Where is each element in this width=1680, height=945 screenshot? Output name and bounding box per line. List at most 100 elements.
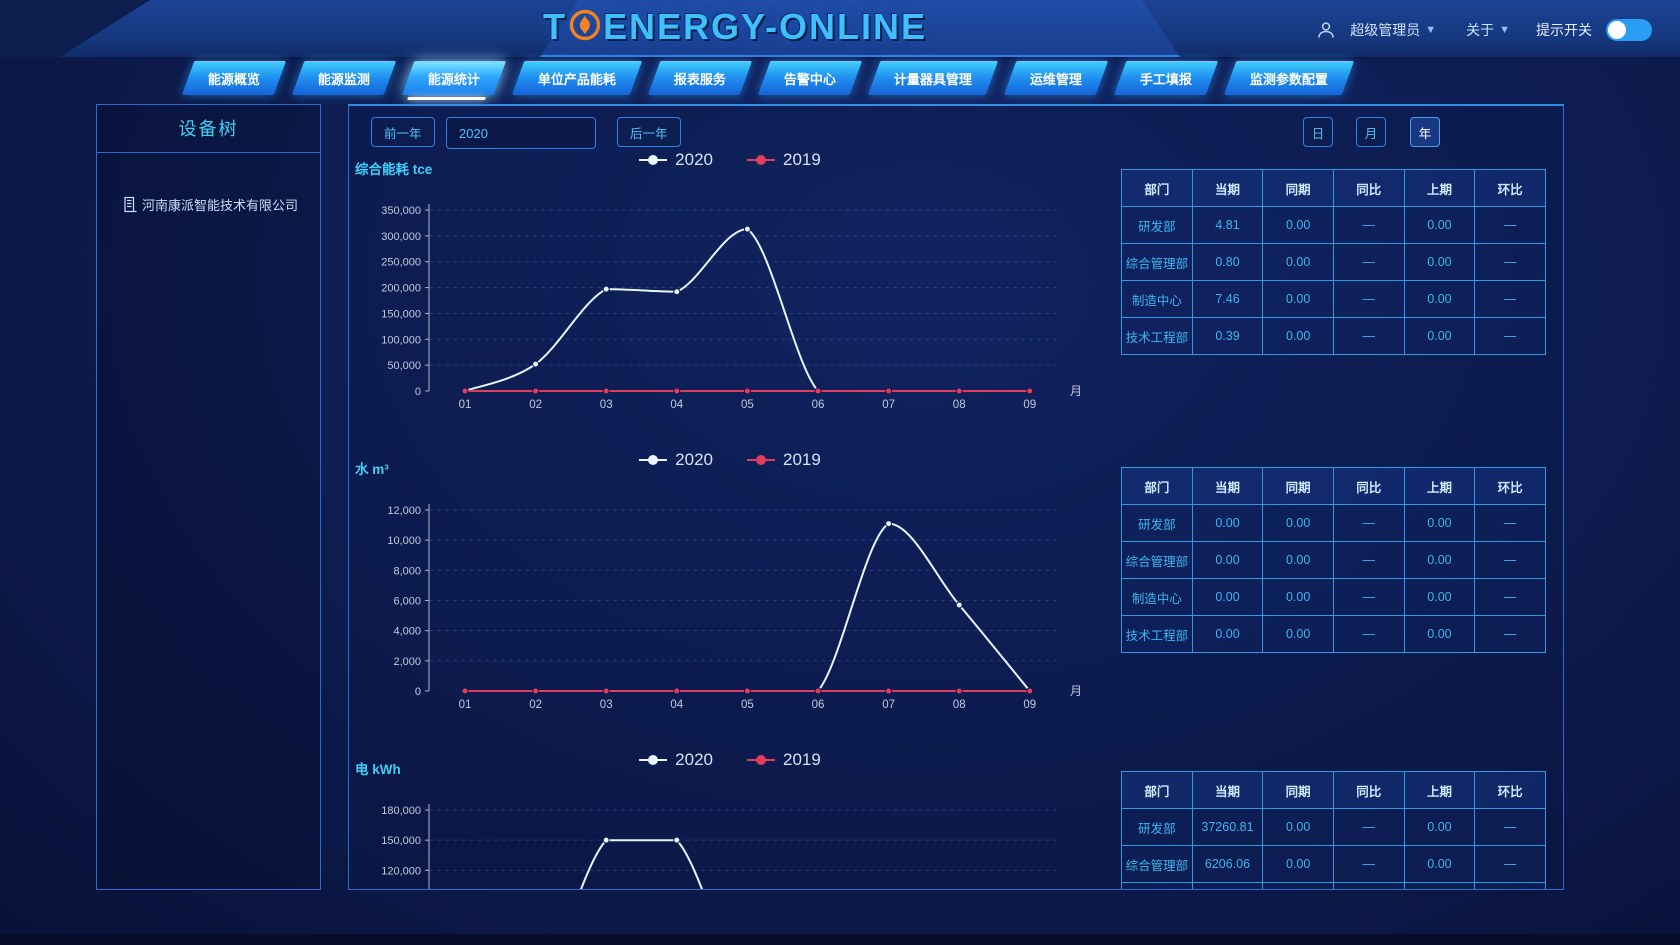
svg-text:09: 09 [1023, 399, 1036, 411]
svg-text:04: 04 [670, 399, 683, 411]
range-year-button[interactable]: 年 [1410, 117, 1440, 147]
svg-text:月: 月 [1070, 384, 1082, 398]
tree-item-label: 河南康派智能技术有限公司 [142, 198, 299, 213]
nav-tab-1[interactable]: 能源概览 [181, 61, 287, 95]
table-cell: — [1332, 206, 1405, 244]
legend-marker [747, 755, 775, 765]
table-cell: — [1474, 280, 1546, 318]
about-menu[interactable]: 关于 ▼ [1466, 20, 1510, 40]
next-year-button[interactable]: 后一年 [617, 117, 681, 147]
legend-item-2020[interactable]: 2020 [639, 450, 713, 470]
toggle-knob [1608, 20, 1626, 39]
table-cell: — [1332, 578, 1405, 616]
svg-text:03: 03 [600, 399, 613, 411]
year-input[interactable] [446, 117, 596, 149]
svg-text:10,000: 10,000 [387, 535, 421, 547]
table-cell [1121, 882, 1193, 889]
building-icon [123, 196, 138, 213]
chart-title-electricity: 电 kWh [355, 762, 401, 777]
nav-tab-2[interactable]: 能源监测 [291, 61, 397, 95]
table-header-cell: 当期 [1191, 467, 1264, 505]
nav-tab-label: 监测参数配置 [1249, 72, 1328, 87]
table-cell: 0.00 [1262, 541, 1334, 579]
flame-icon [568, 9, 602, 46]
legend-item-2019[interactable]: 2019 [747, 450, 821, 470]
legend-item-2020[interactable]: 2020 [639, 150, 713, 170]
svg-text:0: 0 [415, 386, 421, 398]
nav-tab-3[interactable]: 能源统计 [401, 61, 507, 95]
table-cell: 研发部 [1121, 206, 1193, 244]
table-row: 技术工程部 0.00 0.00—0.00— [1121, 615, 1546, 653]
legend-marker [747, 455, 775, 465]
svg-text:8,000: 8,000 [393, 565, 421, 577]
table-row: 研发部 4.81 0.00—0.00— [1121, 206, 1546, 244]
tree-item-company[interactable]: 河南康派智能技术有限公司 [123, 195, 320, 214]
table-cell: — [1474, 578, 1546, 616]
nav-tab-label: 运维管理 [1029, 72, 1082, 87]
table-cell: — [1332, 243, 1405, 281]
legend-item-2020[interactable]: 2020 [639, 750, 713, 770]
table-header-cell: 部门 [1121, 467, 1193, 505]
table-row: 制造中心 7.46 0.00—0.00— [1121, 280, 1546, 318]
legend-item-2019[interactable]: 2019 [747, 750, 821, 770]
table-cell: — [1332, 504, 1405, 542]
nav-tab-9[interactable]: 手工填报 [1113, 61, 1219, 95]
nav-tab-8[interactable]: 运维管理 [1003, 61, 1109, 95]
device-tree-title: 设备树 [97, 105, 320, 153]
table-cell [1262, 882, 1334, 889]
svg-text:250,000: 250,000 [381, 257, 421, 269]
nav-tab-label: 报表服务 [673, 72, 726, 87]
line-chart-electricity: 030,00060,00090,000120,000150,000180,000… [351, 790, 1113, 889]
svg-text:150,000: 150,000 [381, 835, 421, 847]
legend-item-2019[interactable]: 2019 [747, 150, 821, 170]
prev-year-button[interactable]: 前一年 [371, 117, 435, 147]
footer-strip [0, 934, 1680, 945]
table-cell: — [1332, 280, 1405, 318]
table-cell [1474, 882, 1546, 889]
nav-tab-10[interactable]: 监测参数配置 [1223, 61, 1355, 95]
table-header-cell: 部门 [1121, 169, 1193, 207]
legend-label: 2020 [675, 750, 713, 769]
nav-tab-label: 手工填报 [1139, 72, 1192, 87]
table-header-cell: 环比 [1474, 467, 1546, 505]
content-panel: 前一年 后一年 日 月 年 综合能耗 tce 2020 2019 0 50,000 1… [348, 104, 1564, 890]
data-table-electricity: 部门 当期 同期 同比 上期 环比 研发部 37260.81 0.00—0.00— 综合管理部 62… [1121, 771, 1546, 889]
tip-toggle-switch[interactable] [1606, 18, 1652, 41]
table-cell: 制造中心 [1121, 280, 1193, 318]
range-day-button[interactable]: 日 [1303, 117, 1333, 147]
chart-legend: 2020 2019 [349, 150, 1111, 170]
nav-tab-7[interactable]: 计量器具管理 [867, 61, 999, 95]
svg-text:300,000: 300,000 [381, 231, 421, 243]
range-month-button[interactable]: 月 [1356, 117, 1386, 147]
table-cell: — [1474, 243, 1546, 281]
data-table-energy: 部门 当期 同期 同比 上期 环比 研发部 4.81 0.00—0.00— 综合管理部 0.80 0.… [1121, 169, 1546, 355]
table-cell: 0.80 [1191, 243, 1264, 281]
table-header-cell: 上期 [1403, 467, 1476, 505]
table-cell: — [1474, 317, 1546, 355]
nav-tab-4[interactable]: 单位产品能耗 [511, 61, 643, 95]
nav-tab-6[interactable]: 告警中心 [757, 61, 863, 95]
svg-text:04: 04 [670, 699, 683, 711]
chart-legend: 2020 2019 [349, 450, 1111, 470]
svg-text:4,000: 4,000 [393, 626, 421, 638]
nav-tab-label: 能源统计 [427, 72, 480, 87]
table-cell: 0.00 [1262, 615, 1334, 653]
nav-tab-label: 告警中心 [783, 72, 836, 87]
table-row: 制造中心 0.00 0.00—0.00— [1121, 578, 1546, 616]
nav-tab-5[interactable]: 报表服务 [647, 61, 753, 95]
table-cell: 0.00 [1403, 541, 1476, 579]
table-cell [1332, 882, 1405, 889]
table-cell: 技术工程部 [1121, 615, 1193, 653]
table-cell: — [1332, 845, 1405, 883]
table-cell: 0.00 [1403, 845, 1476, 883]
table-cell: 0.00 [1403, 615, 1476, 653]
user-menu[interactable]: 超级管理员 ▼ [1350, 20, 1436, 40]
legend-label: 2020 [675, 150, 713, 169]
chevron-down-icon: ▼ [1425, 23, 1437, 36]
main-nav: 能源概览 能源监测 能源统计 单位产品能耗 报表服务 告警中心 计量器具管理 运维管理 手工填报… [181, 61, 1355, 95]
table-cell: 0.00 [1403, 317, 1476, 355]
table-cell: 0.00 [1403, 808, 1476, 846]
table-row: 综合管理部 0.80 0.00—0.00— [1121, 243, 1546, 281]
table-cell: — [1474, 808, 1546, 846]
svg-text:12,000: 12,000 [387, 505, 421, 517]
